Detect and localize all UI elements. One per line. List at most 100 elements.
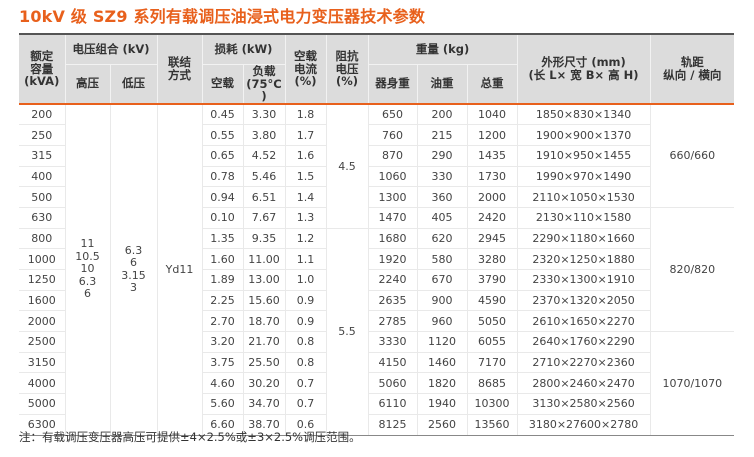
header-weight-group: 重量 (kg)	[367, 33, 518, 65]
cell-lv-values: 6.3 6 3.15 3	[109, 103, 158, 436]
cell-dimensions: 2130×110×1580	[516, 206, 651, 229]
cell-load-loss: 21.70	[242, 331, 286, 353]
cell-noload-current: 1.7	[284, 124, 327, 146]
table-row: 400 0.78 5.46 1.5 1060 330 1730 1990×970×1490	[19, 165, 734, 188]
cell-noload-loss: 3.75	[201, 351, 244, 374]
cell-load-loss: 4.52	[242, 144, 286, 167]
cell-body-weight: 2240	[367, 269, 418, 291]
cell-load-loss: 18.70	[242, 310, 286, 333]
spec-table: 额定 容量 (kVA) 电压组合 (kV) 联结 方式 损耗 (kW) 空载 电流 (%)…	[19, 33, 735, 436]
cell-impedance: 4.5	[325, 103, 369, 229]
cell-rail: 820/820	[649, 206, 735, 333]
cell-capacity: 500	[19, 186, 66, 208]
cell-noload-loss: 0.10	[201, 206, 244, 229]
cell-dimensions: 1910×950×1455	[516, 144, 651, 167]
cell-total-weight: 1730	[466, 165, 518, 188]
cell-oil-weight: 670	[416, 269, 468, 291]
cell-noload-current: 0.8	[284, 331, 327, 353]
cell-total-weight: 2945	[466, 227, 518, 250]
table-row: 200 11 10.5 10 6.3 6 6.3 6 3.15 3 Yd11 0.45 3.30 1.8 4…	[19, 102, 735, 436]
page-title: 10kV 级 SZ9 系列有载调压油浸式电力变压器技术参数	[19, 7, 426, 26]
cell-oil-weight: 900	[416, 289, 468, 312]
cell-body-weight: 760	[367, 124, 418, 146]
cell-oil-weight: 580	[416, 248, 468, 270]
cell-capacity: 3150	[19, 351, 66, 374]
cell-dimensions: 2610×1650×2270	[516, 310, 651, 333]
cell-oil-weight: 1460	[416, 351, 468, 374]
cell-oil-weight: 1820	[416, 372, 468, 395]
cell-load-loss: 3.30	[242, 102, 286, 126]
header-noload-loss: 空载	[201, 64, 244, 105]
cell-body-weight: 1920	[367, 248, 418, 270]
cell-dimensions: 2320×1250×1880	[516, 248, 651, 270]
cell-capacity: 200	[19, 102, 66, 126]
cell-dimensions: 2710×2270×2360	[516, 351, 651, 374]
cell-total-weight: 4590	[466, 289, 518, 312]
cell-noload-loss: 2.25	[201, 289, 244, 312]
header-oil-weight: 油重	[416, 64, 468, 105]
cell-oil-weight: 360	[416, 186, 468, 208]
cell-load-loss: 6.51	[242, 186, 286, 208]
cell-noload-loss: 1.60	[201, 248, 244, 270]
cell-capacity: 315	[19, 144, 66, 167]
cell-dimensions: 3180×27600×2780	[516, 413, 651, 436]
header-noload-current: 空载 电流 (%)	[284, 33, 327, 105]
cell-oil-weight: 405	[416, 206, 468, 229]
cell-total-weight: 5050	[466, 310, 518, 333]
cell-load-loss: 11.00	[242, 248, 286, 270]
cell-noload-current: 1.4	[284, 186, 327, 208]
cell-oil-weight: 215	[416, 124, 468, 146]
cell-capacity: 4000	[19, 372, 66, 395]
table-row: 6300 6.60 38.70 0.6 8125 2560 13560 3180×27600×…	[19, 413, 734, 436]
cell-total-weight: 2420	[466, 206, 518, 229]
table-header: 额定 容量 (kVA) 电压组合 (kV) 联结 方式 损耗 (kW) 空载 电流 (%)…	[19, 33, 735, 105]
cell-oil-weight: 290	[416, 144, 468, 167]
cell-capacity: 2000	[19, 310, 66, 333]
cell-impedance: 5.5	[325, 227, 369, 436]
cell-oil-weight: 620	[416, 227, 468, 250]
cell-load-loss: 38.70	[242, 413, 286, 436]
header-impedance: 阻抗 电压 (%)	[325, 33, 369, 105]
cell-noload-loss: 5.60	[201, 393, 244, 415]
cell-body-weight: 1680	[367, 227, 418, 250]
table-row: 500 0.94 6.51 1.4 1300 360 2000 2110×1050×1530	[19, 186, 734, 208]
cell-load-loss: 9.35	[242, 227, 286, 250]
cell-noload-loss: 0.45	[201, 102, 244, 126]
cell-load-loss: 13.00	[242, 269, 286, 291]
cell-noload-current: 0.7	[284, 372, 327, 395]
cell-body-weight: 4150	[367, 351, 418, 374]
cell-noload-loss: 0.65	[201, 144, 244, 167]
cell-oil-weight: 960	[416, 310, 468, 333]
cell-body-weight: 650	[367, 102, 418, 126]
cell-dimensions: 3130×2580×2560	[516, 393, 651, 415]
cell-dimensions: 2800×2460×2470	[516, 372, 651, 395]
cell-body-weight: 870	[367, 144, 418, 167]
cell-noload-current: 1.0	[284, 269, 327, 291]
cell-oil-weight: 1940	[416, 393, 468, 415]
cell-hv-values: 11 10.5 10 6.3 6	[64, 103, 111, 436]
table-row: 2000 2.70 18.70 0.9 2785 960 5050 2610×1650×227…	[19, 310, 734, 333]
header-load-loss: 负载 (75°C )	[242, 64, 286, 105]
cell-connection: Yd11	[156, 103, 203, 436]
cell-capacity: 1250	[19, 269, 66, 291]
cell-capacity: 250	[19, 124, 66, 146]
cell-noload-current: 0.9	[284, 310, 327, 333]
table-row: 630 0.10 7.67 1.3 1470 405 2420 2130×110×1580 82…	[19, 206, 735, 333]
cell-dimensions: 2110×1050×1530	[516, 186, 651, 208]
header-connection: 联结 方式	[156, 33, 203, 105]
cell-rail: 660/660	[649, 103, 735, 208]
cell-body-weight: 1060	[367, 165, 418, 188]
table-row: 5000 5.60 34.70 0.7 6110 1940 10300 3130×2580×2…	[19, 393, 734, 415]
cell-noload-loss: 3.20	[201, 331, 244, 353]
header-hv: 高压	[64, 64, 111, 105]
cell-noload-current: 0.6	[284, 413, 327, 436]
cell-noload-loss: 6.60	[201, 413, 244, 436]
cell-body-weight: 3330	[367, 331, 418, 353]
cell-load-loss: 15.60	[242, 289, 286, 312]
header-rail: 轨距 纵向 / 横向	[649, 33, 735, 105]
cell-dimensions: 2330×1300×1910	[516, 269, 651, 291]
cell-total-weight: 10300	[466, 393, 518, 415]
header-dimensions: 外形尺寸 (mm) (长 L× 宽 B× 高 H)	[516, 33, 651, 105]
cell-load-loss: 3.80	[242, 124, 286, 146]
cell-noload-loss: 1.35	[201, 227, 244, 250]
